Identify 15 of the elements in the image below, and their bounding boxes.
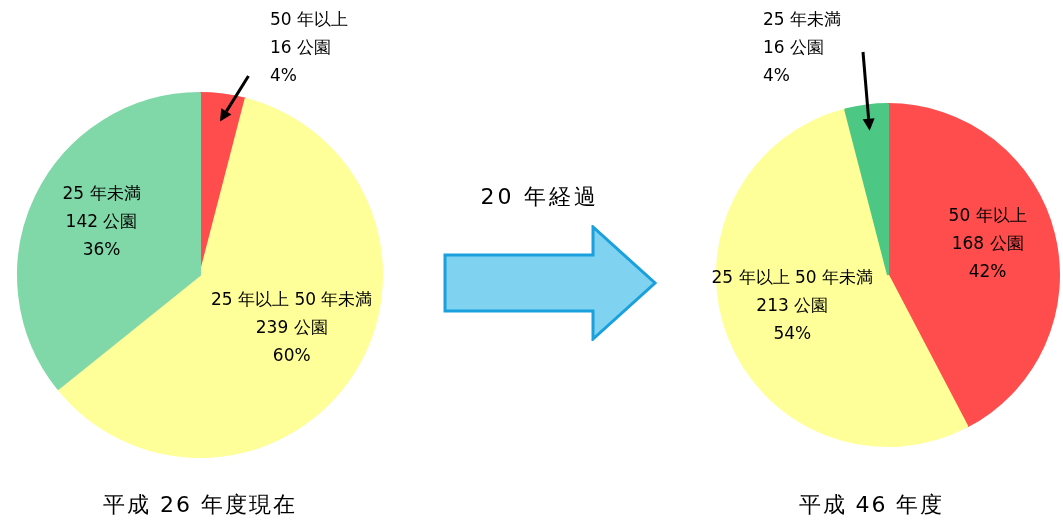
data-label: 239 公園 60% xyxy=(255,317,328,366)
slice-label: 25 年未満 xyxy=(763,8,842,29)
slice-label: 50 年以上 xyxy=(270,8,349,29)
data-label: 213 公園 54% xyxy=(756,294,829,343)
slice-label: 25 年以上 50 年未満 xyxy=(210,289,373,310)
data-label: 16 公園 4% xyxy=(763,36,825,85)
slice-label: 25 年未満 xyxy=(62,182,141,203)
data-label: 142 公園 36% xyxy=(65,210,138,259)
data-label: 168 公園 42% xyxy=(951,233,1024,282)
text: 平成 26 年度現在 xyxy=(102,491,298,519)
data-label: 16 公園 4% xyxy=(270,36,332,85)
text: 平成 46 年度 xyxy=(797,491,946,519)
slice-label: 25 年以上 50 年未満 xyxy=(711,266,874,287)
text: 20 年経過 xyxy=(479,183,601,211)
slice-label: 50 年以上 xyxy=(948,205,1027,226)
